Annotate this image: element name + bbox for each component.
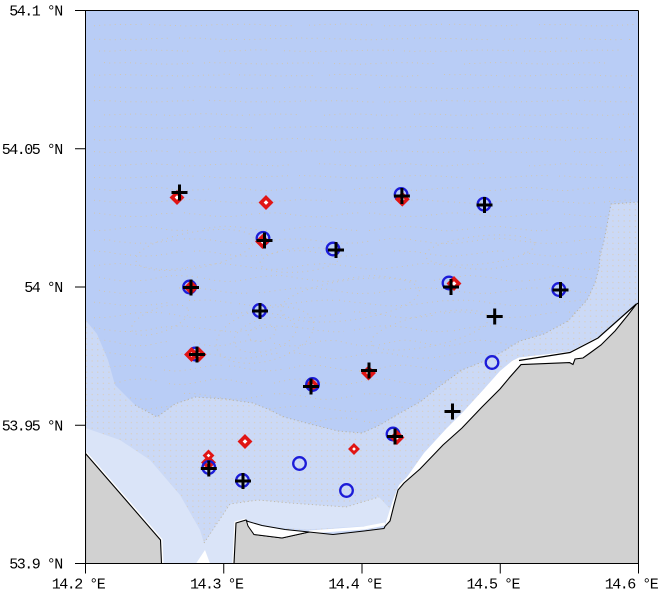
svg-text:54.1 °N: 54.1 °N: [9, 4, 63, 21]
svg-text:14.6 °E: 14.6 °E: [605, 577, 659, 594]
svg-text:14.4 °E: 14.4 °E: [328, 577, 382, 594]
svg-text:53.95 °N: 53.95 °N: [2, 418, 64, 435]
svg-text:14.5 °E: 14.5 °E: [467, 577, 521, 594]
svg-text:53.9 °N: 53.9 °N: [9, 557, 63, 574]
svg-text:14.2 °E: 14.2 °E: [52, 577, 106, 594]
svg-text:54 °N: 54 °N: [24, 280, 63, 297]
svg-text:14.3 °E: 14.3 °E: [190, 577, 244, 594]
svg-text:54.05 °N: 54.05 °N: [2, 142, 64, 159]
